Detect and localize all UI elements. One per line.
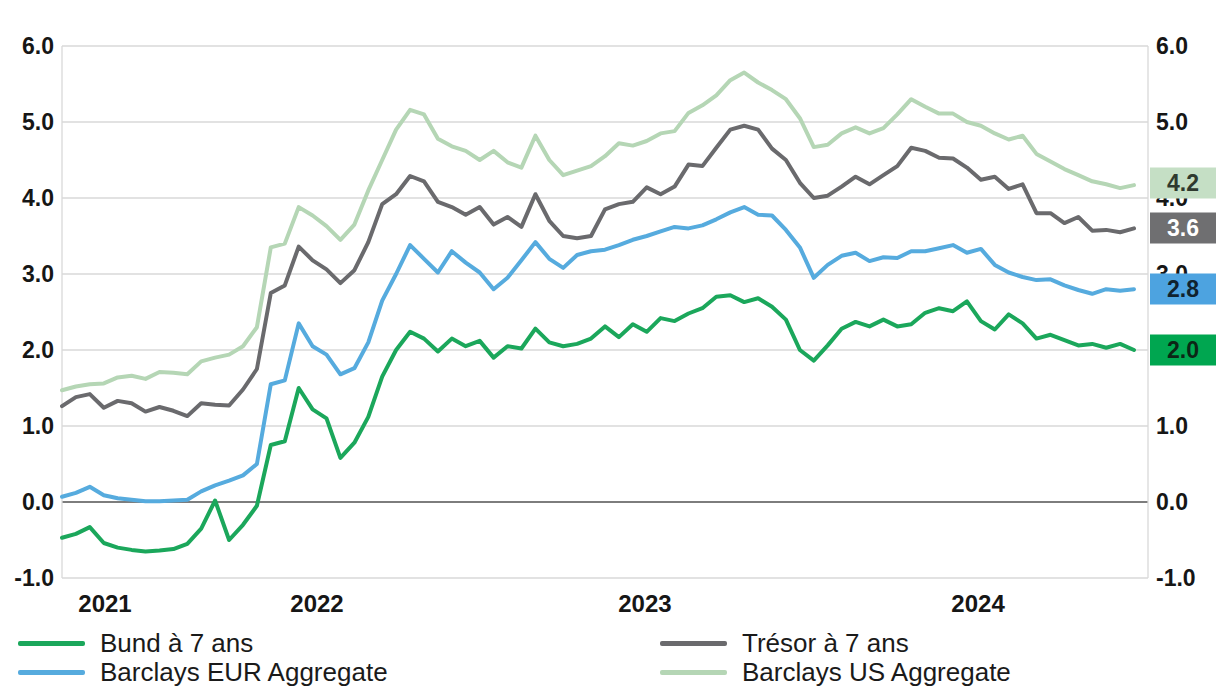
y-tick-left-6.0: 6.0 <box>0 33 54 60</box>
eur-aggregate-line-swatch <box>18 670 85 675</box>
y-tick-right--1.0: -1.0 <box>1156 565 1196 592</box>
plot-area <box>0 0 1220 692</box>
y-tick-left-1.0: 1.0 <box>0 413 54 440</box>
y-tick-left-2.0: 2.0 <box>0 337 54 364</box>
y-tick-left--1.0: -1.0 <box>0 565 54 592</box>
yield-chart: 6.05.04.03.02.01.00.0-1.0 6.05.04.03.02.… <box>0 0 1220 692</box>
y-tick-left-4.0: 4.0 <box>0 185 54 212</box>
y-tick-left-3.0: 3.0 <box>0 261 54 288</box>
series-line-tr-sor-7-ans <box>62 126 1134 416</box>
tresor-line-swatch <box>660 641 727 646</box>
legend-label: Bund à 7 ans <box>100 628 253 659</box>
y-tick-right-6.0: 6.0 <box>1156 33 1188 60</box>
legend-label: Trésor à 7 ans <box>742 628 909 659</box>
us-aggregate-line-swatch <box>660 670 727 675</box>
series-line-barclays-us-aggregate <box>62 73 1134 391</box>
y-tick-right-1.0: 1.0 <box>1156 413 1188 440</box>
x-tick-2023: 2023 <box>618 590 671 618</box>
x-tick-2022: 2022 <box>290 590 343 618</box>
y-tick-left-5.0: 5.0 <box>0 109 54 136</box>
end-badge-4.2: 4.2 <box>1150 167 1216 198</box>
x-tick-2024: 2024 <box>951 590 1004 618</box>
legend-label: Barclays EUR Aggregate <box>100 657 388 688</box>
y-tick-right-5.0: 5.0 <box>1156 109 1188 136</box>
y-tick-left-0.0: 0.0 <box>0 489 54 516</box>
end-badge-3.6: 3.6 <box>1150 213 1216 244</box>
bund-line-swatch <box>18 641 85 646</box>
x-tick-2021: 2021 <box>78 590 131 618</box>
legend-label: Barclays US Aggregate <box>742 657 1011 688</box>
series-line-bund-7-ans <box>62 295 1134 551</box>
y-tick-right-0.0: 0.0 <box>1156 489 1188 516</box>
end-badge-2.8: 2.8 <box>1150 274 1216 305</box>
end-badge-2.0: 2.0 <box>1150 335 1216 366</box>
